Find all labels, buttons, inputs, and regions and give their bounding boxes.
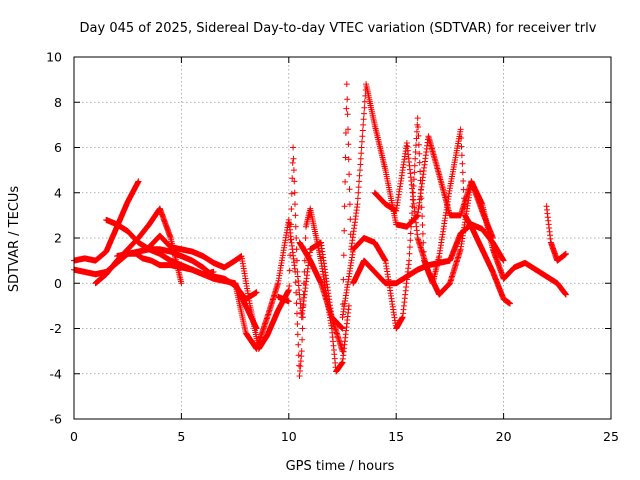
chart-title: Day 045 of 2025, Sidereal Day-to-day VTE… bbox=[80, 21, 597, 36]
series-track-13-markers bbox=[500, 259, 569, 298]
y-tick-label: 2 bbox=[54, 231, 62, 246]
y-tick-label: 10 bbox=[46, 50, 62, 65]
y-tick-label: -4 bbox=[50, 366, 63, 381]
series-track-11-markers bbox=[350, 221, 507, 287]
series-track-7 bbox=[232, 205, 352, 379]
y-tick-label: 4 bbox=[54, 185, 62, 200]
series-track-7-markers bbox=[232, 205, 352, 379]
series-track-8 bbox=[275, 144, 346, 355]
x-tick-label: 25 bbox=[603, 429, 619, 444]
series-track-13 bbox=[500, 259, 569, 298]
series-track-5 bbox=[114, 246, 260, 303]
series-track-10 bbox=[339, 115, 513, 332]
x-tick-label: 5 bbox=[177, 429, 185, 444]
series-track-12-markers bbox=[371, 140, 496, 298]
series-track-8-markers bbox=[275, 144, 346, 355]
data-marks bbox=[71, 81, 569, 379]
x-tick-label: 10 bbox=[281, 429, 297, 444]
series-track-14-markers bbox=[543, 203, 569, 264]
y-tick-label: 0 bbox=[54, 276, 62, 291]
series-track-12 bbox=[371, 140, 496, 298]
series-track-5-markers bbox=[114, 246, 260, 303]
y-tick-label: 8 bbox=[54, 95, 62, 110]
y-tick-label: -2 bbox=[50, 321, 62, 336]
x-tick-label: 15 bbox=[388, 429, 404, 444]
axis-ticks: 0 5 10 15 20 25 -6 -4 -2 0 2 4 6 8 10 bbox=[46, 50, 619, 445]
series-track-10-markers bbox=[339, 115, 513, 332]
x-axis-label: GPS time / hours bbox=[286, 459, 395, 474]
x-tick-label: 20 bbox=[496, 429, 512, 444]
series-track-14 bbox=[543, 203, 569, 264]
series-track-11 bbox=[350, 221, 507, 287]
y-tick-label: 6 bbox=[54, 140, 62, 155]
y-tick-label: -6 bbox=[50, 412, 63, 427]
x-tick-label: 0 bbox=[70, 429, 78, 444]
y-axis-label: SDTVAR / TECUs bbox=[7, 186, 22, 293]
